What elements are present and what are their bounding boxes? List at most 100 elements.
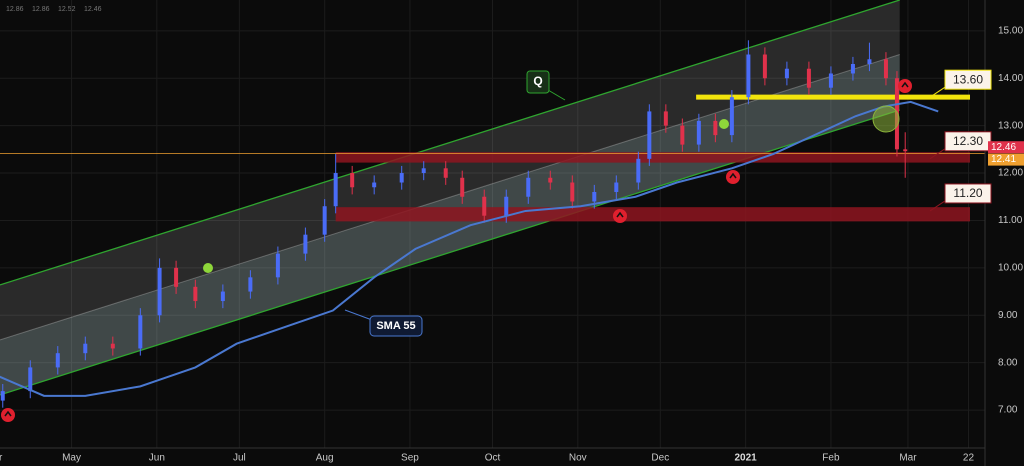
candle-body — [460, 177, 465, 197]
signal-marker — [726, 170, 740, 184]
price-tag — [988, 153, 1024, 166]
sma-callout: SMA 55 — [376, 320, 415, 332]
candle-body — [482, 196, 487, 216]
level-label: 12.30 — [953, 134, 983, 148]
candle-body — [322, 206, 327, 235]
y-tick-label: 10.00 — [998, 262, 1023, 273]
candle-body — [110, 343, 115, 349]
y-tick-label: 11.00 — [998, 215, 1023, 226]
candle-body — [592, 192, 597, 202]
candle-body — [174, 267, 179, 287]
header-value: 12.86 — [32, 6, 50, 13]
candle-body — [903, 149, 908, 152]
header-value: 12.86 — [6, 6, 24, 13]
level-connector — [929, 148, 946, 160]
x-tick-label: Jun — [149, 453, 165, 464]
y-tick-label: 7.00 — [998, 405, 1018, 416]
candle-body — [548, 177, 553, 183]
candle-body — [746, 54, 751, 98]
x-tick-label: Aug — [316, 453, 334, 464]
header-value: 12.46 — [84, 6, 102, 13]
candle-body — [828, 73, 833, 88]
x-tick-label: Oct — [485, 453, 501, 464]
y-tick-label: 15.00 — [998, 25, 1023, 36]
ohlc-header: 12.86 12.86 12.52 12.46 — [6, 6, 102, 13]
price-tag — [988, 141, 1024, 154]
y-tick-label: 8.00 — [998, 357, 1018, 368]
candle-body — [526, 177, 531, 197]
channel-callout-box — [526, 70, 550, 94]
candle-body — [850, 64, 855, 74]
candle-body — [303, 234, 308, 254]
plot-area — [0, 0, 985, 448]
candle-body — [220, 291, 225, 302]
y-tick-label: 14.00 — [998, 73, 1023, 84]
x-tick-label: Nov — [569, 453, 587, 464]
level-connector — [929, 86, 946, 98]
channel-upper-band — [0, 0, 900, 340]
channel-callout: Q — [533, 74, 542, 88]
level-label: 11.20 — [953, 186, 982, 200]
signal-arrow — [4, 410, 12, 417]
y-tick-label: 13.00 — [998, 120, 1023, 131]
candle-body — [399, 173, 404, 183]
candle-body — [443, 168, 448, 178]
candle-body — [138, 315, 143, 349]
candle-body — [372, 182, 377, 188]
candle-body — [762, 54, 767, 79]
candle-body — [157, 267, 162, 316]
x-tick-label: Apr — [0, 453, 3, 464]
level-zone — [335, 207, 970, 222]
candle-body — [0, 391, 5, 401]
candle-body — [680, 125, 685, 145]
level-zone — [335, 152, 970, 163]
x-tick-label: May — [62, 453, 81, 464]
signal-arrow — [729, 172, 737, 179]
channel-callout-line — [547, 89, 566, 101]
candle-body — [867, 59, 872, 64]
candle-body — [883, 59, 888, 79]
level-connector — [929, 200, 946, 212]
signal-marker — [898, 79, 912, 93]
x-tick-label: Feb — [822, 453, 840, 464]
candle-body — [193, 286, 198, 302]
price-tag-label: 12.46 — [991, 142, 1016, 153]
x-tick-label: Sep — [401, 453, 419, 464]
candle-body — [636, 158, 641, 183]
highlight-circle — [872, 105, 900, 133]
candle-body — [784, 68, 789, 79]
candle-body — [696, 120, 701, 145]
signal-dot — [203, 263, 213, 273]
signal-marker — [613, 209, 627, 223]
price-tag-label: 12.41 — [991, 154, 1016, 165]
y-tick-label: 9.00 — [998, 310, 1018, 321]
candle-body — [275, 253, 280, 278]
candle-body — [614, 182, 619, 192]
candle-body — [421, 168, 426, 174]
sma-callout-line — [344, 309, 373, 321]
candle-body — [248, 277, 253, 292]
channel-lower-band — [0, 54, 900, 395]
x-tick-label: 22 — [963, 453, 975, 464]
signal-arrow — [616, 211, 624, 218]
candle-body — [663, 111, 668, 126]
x-tick-label: Jul — [233, 453, 246, 464]
channel-line — [0, 0, 900, 286]
level-label-box — [944, 69, 992, 90]
signal-arrow — [901, 81, 909, 88]
level-label-box — [944, 183, 992, 204]
header-value: 12.52 — [58, 6, 76, 13]
signal-marker — [1, 408, 15, 422]
x-tick-label: Mar — [899, 453, 917, 464]
x-tick-label: 2021 — [735, 453, 758, 464]
candle-body — [713, 120, 718, 136]
candle-body — [570, 182, 575, 202]
candle-body — [504, 196, 509, 216]
sma-line — [0, 100, 939, 397]
candle-body — [647, 111, 652, 159]
candle-body — [729, 97, 734, 136]
channel-mid-line — [0, 54, 900, 341]
candle-body — [55, 353, 60, 368]
